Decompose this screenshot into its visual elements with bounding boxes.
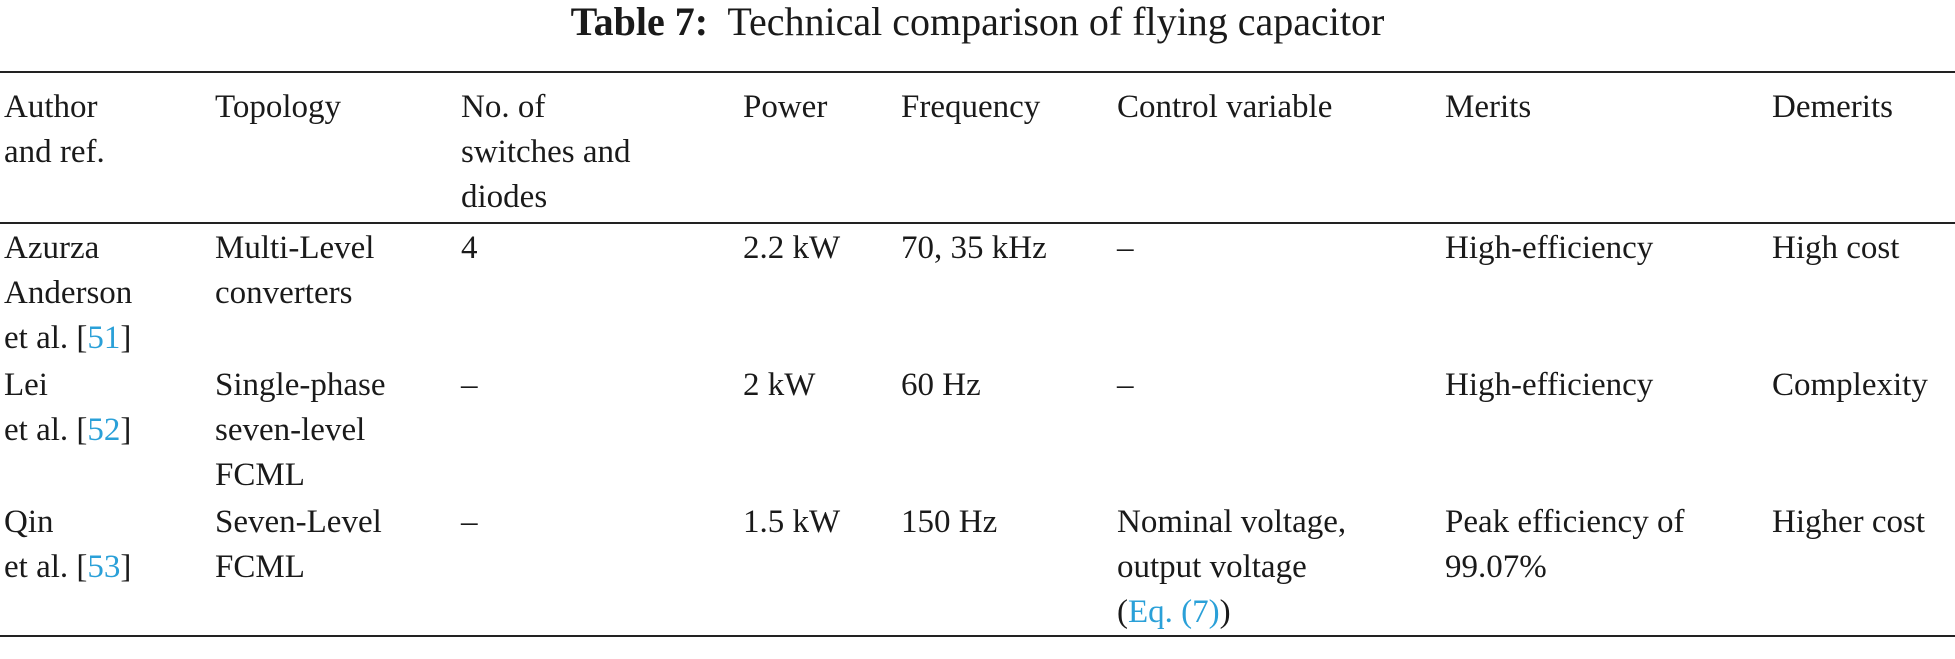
reference-link[interactable]: 51 [87,320,121,356]
reference-link[interactable]: 52 [87,412,121,448]
header-switches: No. of switches and diodes [461,89,631,215]
header-power: Power [743,89,828,125]
cell-switches: – [461,367,478,403]
table-row: Azurza Anderson et al. [51] Multi-Level … [0,223,1955,361]
cell-frequency: 60 Hz [901,367,981,403]
table-header: Author and ref. Topology No. of switches… [0,72,1955,223]
caption-label: Table 7: [570,0,709,44]
table-body: Azurza Anderson et al. [51] Multi-Level … [0,223,1955,636]
table-row: Lei et al. [52] Single-phase seven-level… [0,361,1955,498]
cell-topology: Multi-Level converters [215,230,375,311]
cell-power: 2.2 kW [743,230,841,266]
header-topology: Topology [215,89,342,125]
cell-switches: 4 [461,230,478,266]
cell-control-variable: – [1117,367,1134,403]
cell-merits: High-efficiency [1445,230,1654,266]
cell-merits: High-efficiency [1445,367,1654,403]
cell-frequency: 150 Hz [901,504,998,540]
header-author: Author and ref. [4,89,105,170]
header-merits: Merits [1445,89,1532,125]
cell-demerits: Higher cost [1772,504,1926,540]
cell-author: Qin et al. [53] [4,504,132,585]
header-demerits: Demerits [1772,89,1893,125]
table-caption: Table 7: Technical comparison of flying … [0,0,1955,44]
cell-control-variable: Nominal voltage, output voltage (Eq. (7)… [1117,504,1347,630]
cell-merits: Peak efficiency of 99.07% [1445,504,1685,585]
header-frequency: Frequency [901,89,1041,125]
cell-frequency: 70, 35 kHz [901,230,1047,266]
cell-control-variable: – [1117,230,1134,266]
cell-switches: – [461,504,478,540]
cell-topology: Seven-Level FCML [215,504,382,585]
header-control-variable: Control variable [1117,89,1333,125]
reference-link[interactable]: 53 [87,549,121,585]
cell-power: 1.5 kW [743,504,841,540]
cell-topology: Single-phase seven-level FCML [215,367,386,493]
cell-author: Lei et al. [52] [4,367,132,448]
comparison-table-container: Author and ref. Topology No. of switches… [0,71,1955,637]
comparison-table: Author and ref. Topology No. of switches… [0,71,1955,637]
cell-author: Azurza Anderson et al. [51] [4,230,133,356]
equation-link[interactable]: Eq. (7) [1128,594,1220,630]
cell-demerits: Complexity [1772,367,1928,403]
header-row: Author and ref. Topology No. of switches… [0,72,1955,223]
cell-power: 2 kW [743,367,816,403]
caption-title: Technical comparison of flying capacitor [727,0,1385,44]
cell-demerits: High cost [1772,230,1900,266]
table-row: Qin et al. [53] Seven-Level FCML – 1.5 k… [0,498,1955,636]
